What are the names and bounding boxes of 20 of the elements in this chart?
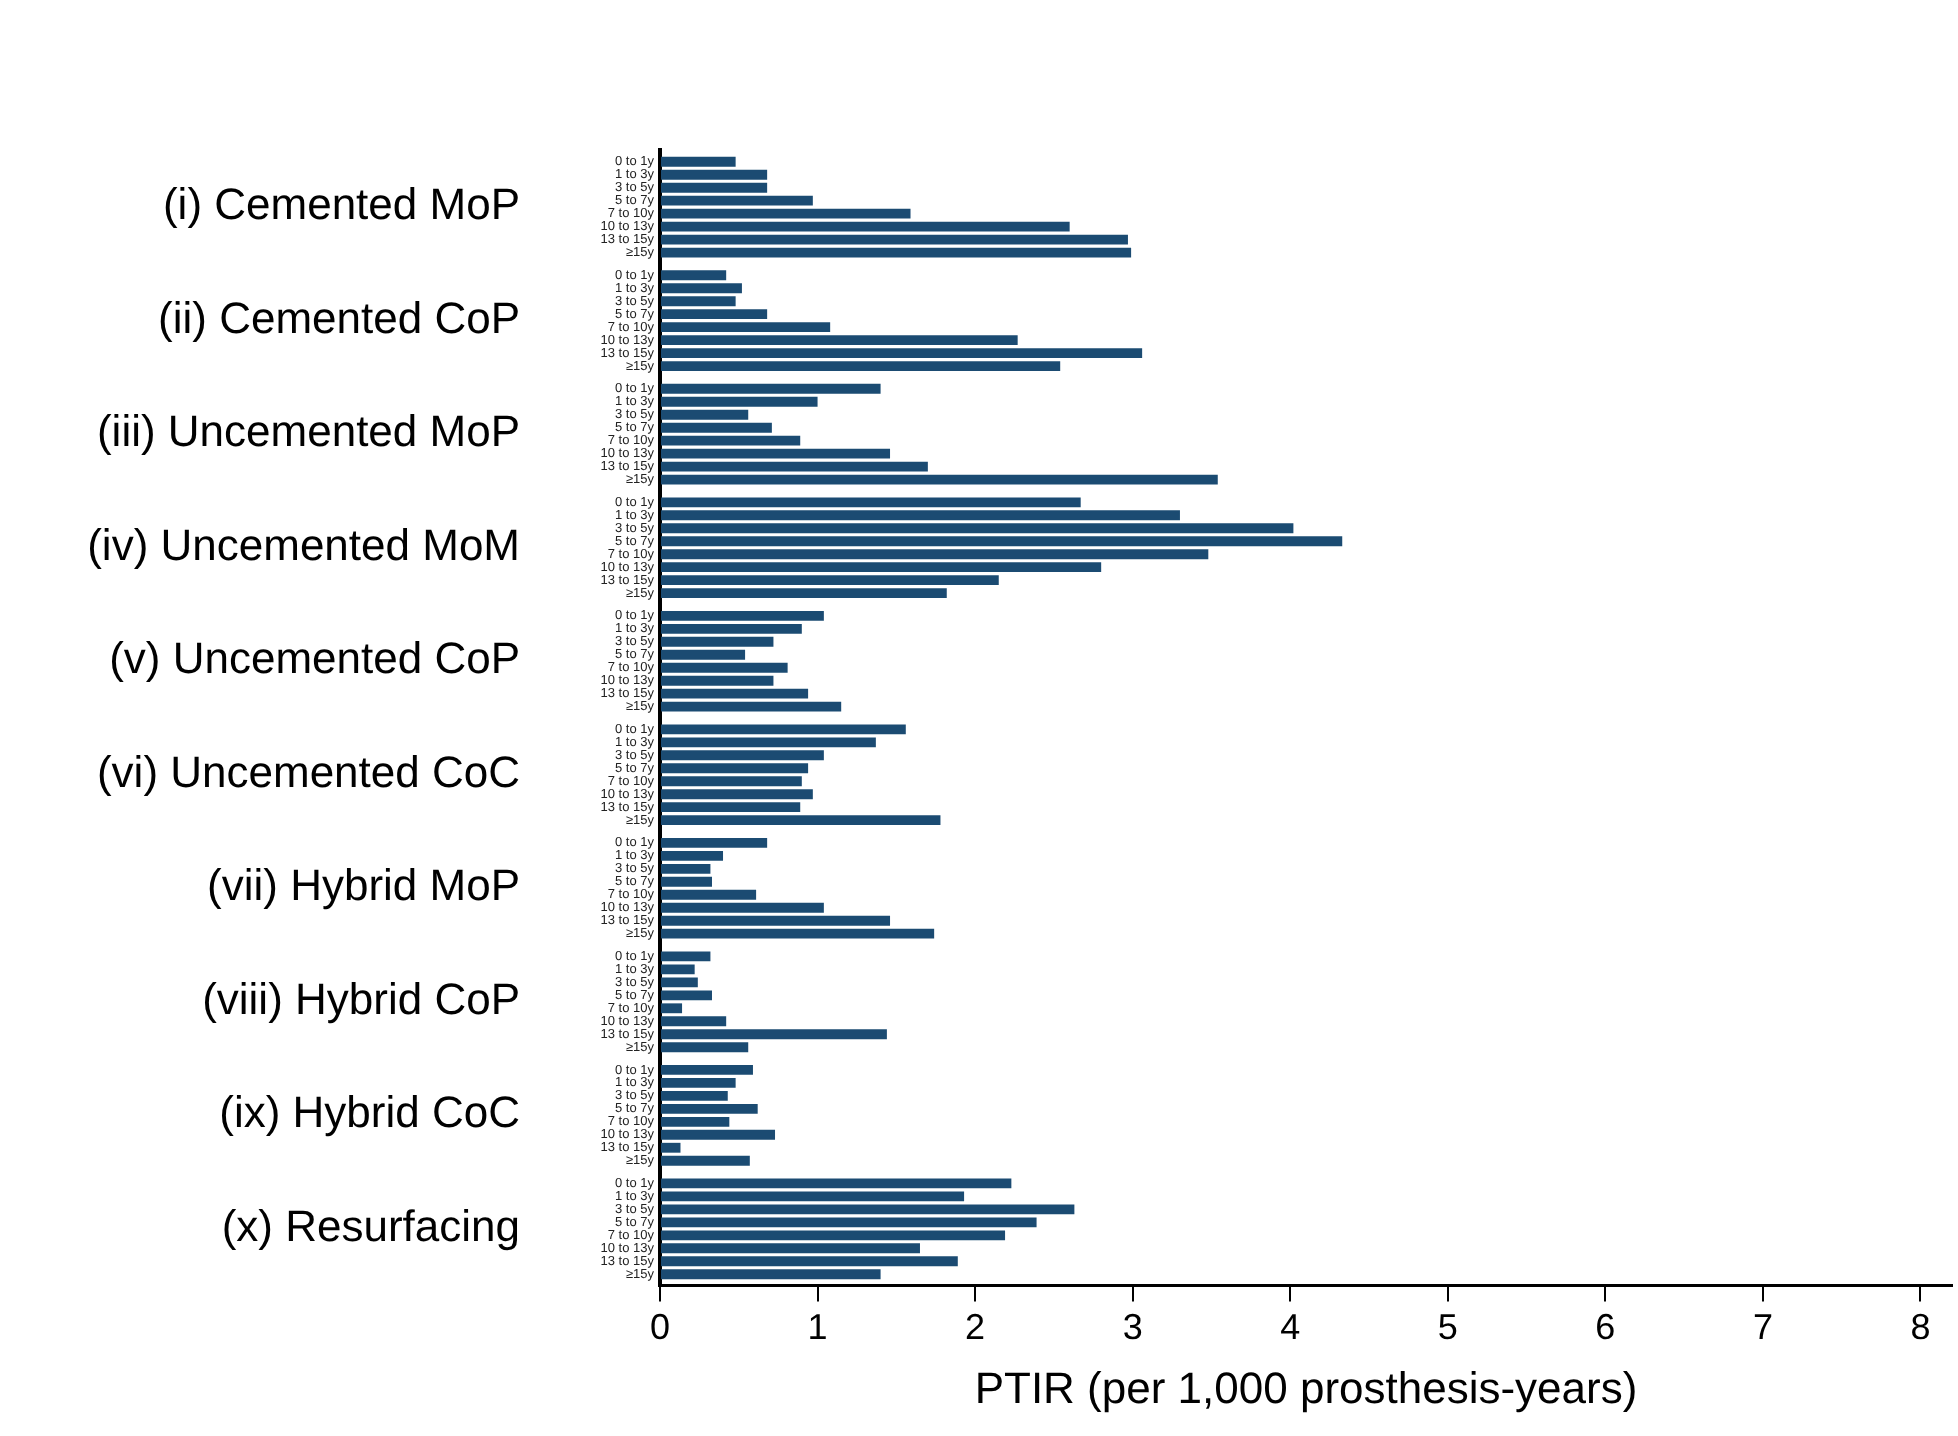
x-tick-label: 3 <box>1122 1307 1143 1348</box>
x-tick-label: 7 <box>1752 1307 1773 1348</box>
x-axis-title: PTIR (per 1,000 prosthesis-years) <box>974 1363 1638 1414</box>
x-tick-label: 0 <box>649 1307 671 1348</box>
x-tick-label: 5 <box>1437 1307 1458 1348</box>
y-tick-label: (iv) Uncemented MoM <box>87 519 520 570</box>
y-tick-label: (i) Cemented MoP <box>162 179 520 230</box>
x-tick-label: 2 <box>965 1307 986 1348</box>
y-tick-label: (vi) Uncemented CoC <box>96 746 521 797</box>
y-tick-label: (iii) Uncemented MoP <box>96 406 520 457</box>
y-tick-label: (v) Uncemented CoP <box>109 633 520 684</box>
y-tick-label: (viii) Hybrid CoP <box>202 973 520 1024</box>
x-tick-label: 4 <box>1280 1307 1301 1348</box>
x-tick-label: 8 <box>1910 1307 1931 1348</box>
y-tick-label: (x) Resurfacing <box>221 1200 520 1251</box>
y-tick-label: (vii) Hybrid MoP <box>207 860 520 911</box>
x-tick-label: 6 <box>1595 1307 1616 1348</box>
x-tick-label: 1 <box>807 1307 828 1348</box>
y-tick-label: (ii) Cemented CoP <box>158 292 520 343</box>
y-tick-label: (ix) Hybrid CoC <box>219 1087 521 1138</box>
